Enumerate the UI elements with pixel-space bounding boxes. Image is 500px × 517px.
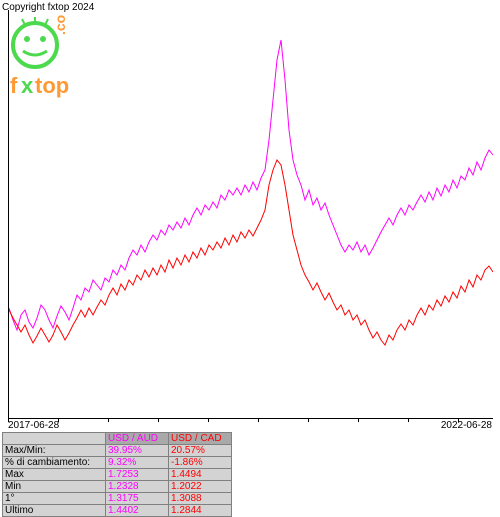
cell: 1.3088 <box>169 493 232 505</box>
chart-plot-area <box>8 10 493 419</box>
col-header-2: USD / CAD <box>169 433 232 445</box>
x-tick <box>308 418 309 422</box>
summary-table: USD / AUD USD / CAD Max/Min: 39.95% 20.5… <box>2 432 232 517</box>
row-label: 1° <box>3 493 106 505</box>
table-row: Ultimo 1.4402 1.2844 <box>3 505 232 517</box>
cell: 1.2022 <box>169 481 232 493</box>
cell: 1.2844 <box>169 505 232 517</box>
x-tick <box>408 418 409 422</box>
table-row: % di cambiamento: 9.32% -1.86% <box>3 457 232 469</box>
cell: 1.3175 <box>106 493 169 505</box>
x-tick <box>208 418 209 422</box>
col-header-1: USD / AUD <box>106 433 169 445</box>
cell: 1.2328 <box>106 481 169 493</box>
cell: 39.95% <box>106 445 169 457</box>
row-label: Min <box>3 481 106 493</box>
x-axis-end-label: 2022-06-28 <box>441 420 492 431</box>
table-header-row: USD / AUD USD / CAD <box>3 433 232 445</box>
cell: 1.4494 <box>169 469 232 481</box>
x-tick <box>258 418 259 422</box>
x-tick <box>108 418 109 422</box>
row-label: Max <box>3 469 106 481</box>
row-label: % di cambiamento: <box>3 457 106 469</box>
cell: 1.7253 <box>106 469 169 481</box>
table-row: Max/Min: 39.95% 20.57% <box>3 445 232 457</box>
chart-lines <box>9 10 493 418</box>
table-row: Min 1.2328 1.2022 <box>3 481 232 493</box>
cell: 1.4402 <box>106 505 169 517</box>
row-label: Ultimo <box>3 505 106 517</box>
cell: -1.86% <box>169 457 232 469</box>
x-tick <box>358 418 359 422</box>
series-line <box>9 40 493 330</box>
empty-header <box>3 433 106 445</box>
table-row: 1° 1.3175 1.3088 <box>3 493 232 505</box>
x-tick <box>158 418 159 422</box>
x-axis-start-label: 2017-06-28 <box>8 420 59 431</box>
cell: 9.32% <box>106 457 169 469</box>
row-label: Max/Min: <box>3 445 106 457</box>
table-row: Max 1.7253 1.4494 <box>3 469 232 481</box>
cell: 20.57% <box>169 445 232 457</box>
